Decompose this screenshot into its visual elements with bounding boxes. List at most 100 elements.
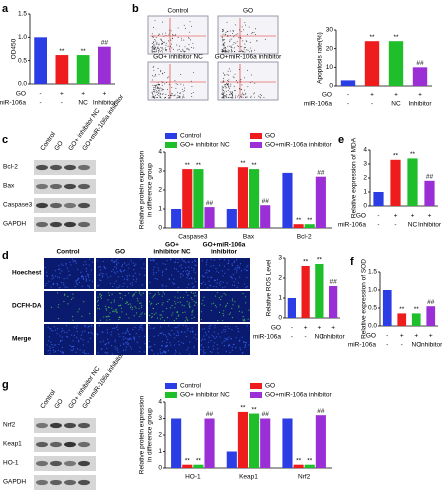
- cell: [213, 302, 215, 304]
- cell: [88, 274, 90, 276]
- cell: [98, 266, 100, 268]
- y-tick-label: 1: [158, 206, 162, 213]
- flow-dot: [182, 88, 184, 90]
- cell: [62, 264, 64, 266]
- cell: [245, 302, 247, 304]
- flow-dot: [251, 51, 253, 53]
- flow-dot: [222, 44, 224, 46]
- cell: [160, 352, 162, 354]
- bar: [287, 298, 296, 318]
- cell: [204, 283, 206, 285]
- cell: [219, 264, 221, 266]
- cell: [82, 339, 84, 341]
- cell: [105, 342, 108, 345]
- cell: [218, 311, 221, 313]
- cell: [155, 272, 157, 274]
- cell: [135, 332, 137, 335]
- flow-dot: [161, 90, 163, 92]
- cell: [200, 318, 203, 321]
- flow-dot: [225, 49, 226, 51]
- flow-dot: [235, 42, 237, 44]
- cell: [52, 330, 54, 332]
- cell: [241, 336, 243, 338]
- cell: [59, 287, 61, 289]
- cell: [73, 334, 75, 336]
- cell: [106, 347, 108, 349]
- cell: [138, 328, 140, 331]
- cell: [208, 336, 210, 338]
- y-tick-label: 10: [326, 64, 334, 71]
- cell: [110, 302, 112, 304]
- flow-dot: [174, 94, 176, 96]
- significance: **: [369, 34, 375, 41]
- condition-value: -: [347, 101, 349, 108]
- flow-dot: [167, 89, 168, 91]
- cell: [103, 316, 105, 318]
- flow-dot: [190, 25, 192, 27]
- flow-dot: [231, 95, 233, 97]
- cell: [81, 285, 83, 287]
- cell: [121, 311, 123, 313]
- flow-dot: [235, 34, 237, 36]
- cell: [207, 346, 210, 348]
- cell: [194, 272, 196, 274]
- bar: [260, 418, 271, 468]
- cell: [113, 261, 115, 264]
- cell: [138, 291, 141, 293]
- cell: [132, 328, 134, 331]
- cell: [130, 260, 132, 262]
- cell: [162, 291, 164, 293]
- cell: [141, 327, 143, 329]
- cell: [88, 264, 90, 266]
- flow-dot: [152, 90, 154, 92]
- flow-dot: [231, 49, 232, 50]
- micrograph-column: GO: [115, 249, 125, 256]
- cell: [114, 266, 116, 268]
- flow-dot: [152, 84, 154, 86]
- cell: [163, 351, 165, 353]
- cell: [206, 334, 208, 336]
- cell: [48, 280, 50, 282]
- flow-dot: [241, 92, 243, 94]
- flow-dot: [223, 45, 225, 47]
- flow-dot: [192, 47, 194, 49]
- cell: [173, 320, 175, 322]
- cell: [233, 281, 235, 283]
- blot-band: [50, 441, 62, 448]
- cell: [200, 339, 203, 342]
- cell: [244, 296, 247, 298]
- cell: [133, 337, 136, 340]
- cell: [78, 341, 80, 343]
- flow-dot: [154, 48, 155, 50]
- flow-dot: [246, 49, 248, 51]
- cell: [232, 284, 234, 286]
- cell: [174, 307, 176, 309]
- flow-dot: [162, 48, 164, 50]
- cell: [238, 310, 240, 312]
- cell: [162, 310, 164, 312]
- cell: [69, 274, 71, 276]
- flow-dot: [165, 44, 167, 46]
- flow-dot: [247, 69, 248, 71]
- y-tick-label: 0: [158, 225, 162, 232]
- flow-dot: [188, 37, 190, 38]
- cell: [78, 339, 80, 341]
- condition-value: -: [394, 222, 396, 229]
- flow-dot: [152, 51, 153, 53]
- cell: [99, 279, 101, 281]
- significance: ##: [317, 408, 325, 415]
- flow-dot: [162, 93, 164, 94]
- flow-dot: [225, 51, 227, 53]
- significance: ##: [101, 39, 109, 46]
- bar: [382, 290, 392, 326]
- flow-dot: [154, 51, 156, 53]
- bar: [373, 192, 384, 206]
- cell: [116, 287, 118, 289]
- flow-dot: [152, 36, 153, 38]
- flow-dot: [179, 97, 181, 99]
- condition-value: Inhibitor: [408, 101, 432, 108]
- cell: [61, 263, 63, 265]
- cell: [179, 296, 181, 298]
- cell: [187, 347, 189, 349]
- cell: [187, 275, 189, 277]
